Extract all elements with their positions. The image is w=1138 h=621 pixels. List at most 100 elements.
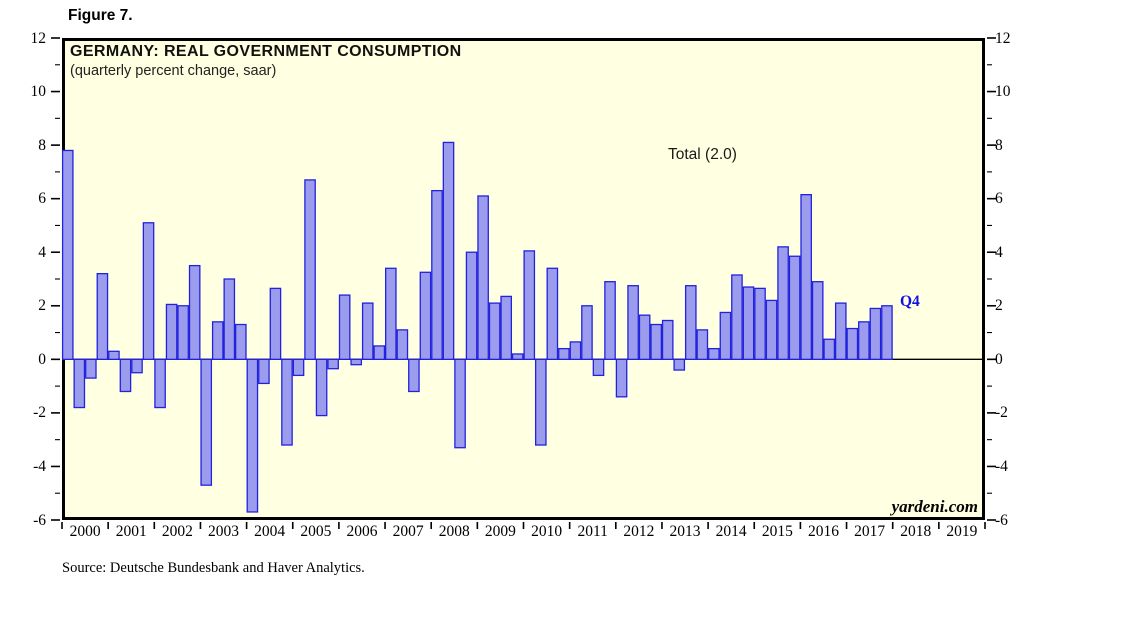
latest-quarter-label: Q4 — [900, 293, 920, 310]
yardeni-watermark: yardeni.com — [891, 497, 978, 516]
bar-2000-q42 — [546, 267, 559, 360]
bar-2000-q60 — [754, 287, 766, 360]
bar-2000-q25 — [350, 358, 363, 366]
bar-2000-q35 — [465, 251, 478, 360]
bar-2000-q30 — [408, 358, 420, 393]
bar-2000-q27 — [373, 345, 386, 360]
x-axis-year-label: 2000 — [69, 523, 101, 540]
bar-2000-q0 — [61, 149, 74, 360]
bar-2000-q40 — [523, 250, 536, 360]
y-axis-label-right: -2 — [995, 404, 1008, 422]
bar-2000-q36 — [477, 195, 489, 360]
bar-2000-q1 — [73, 358, 86, 409]
bar-2000-q4 — [108, 350, 120, 360]
bar-2000-q32 — [431, 189, 443, 360]
bar-2000-q52 — [661, 319, 674, 360]
y-axis-label-right: 10 — [995, 83, 1011, 101]
bar-2000-q29 — [396, 329, 409, 360]
bar-2000-q34 — [454, 358, 466, 449]
bar-2000-q6 — [131, 358, 143, 374]
bar-2000-q54 — [684, 285, 697, 360]
bar-2000-q67 — [834, 302, 847, 360]
y-axis-label-left: 10 — [30, 83, 47, 101]
bar-2000-q53 — [673, 358, 686, 371]
bar-2000-q69 — [858, 321, 870, 360]
bar-2000-q8 — [154, 358, 166, 409]
bar-2000-q38 — [500, 295, 513, 360]
total-annotation: Total (2.0) — [668, 146, 737, 163]
bar-2000-q41 — [534, 358, 547, 446]
bar-2000-q66 — [823, 338, 836, 360]
bar-2000-q14 — [223, 278, 236, 360]
bar-2000-q63 — [788, 255, 801, 360]
bar-2000-q7 — [142, 222, 155, 360]
bar-2000-q59 — [742, 286, 755, 360]
bar-2000-q49 — [627, 285, 639, 360]
x-axis-year-label: 2016 — [807, 523, 839, 540]
x-axis-year-label: 2004 — [254, 523, 286, 540]
y-axis-label-left: -4 — [33, 457, 46, 475]
x-axis-year-label: 2001 — [115, 523, 147, 540]
x-axis-year-label: 2009 — [484, 523, 516, 540]
x-axis-year-label: 2008 — [438, 523, 470, 540]
y-axis-label-left: 6 — [38, 190, 46, 208]
bar-2000-q5 — [119, 358, 132, 393]
y-axis-label-right: -6 — [995, 511, 1008, 529]
x-axis-year-label: 2017 — [854, 523, 886, 540]
x-axis-year-label: 2015 — [761, 523, 793, 540]
x-axis-year-label: 2003 — [208, 523, 239, 540]
bar-2000-q10 — [177, 305, 189, 360]
chart-title: GERMANY: REAL GOVERNMENT CONSUMPTION — [70, 43, 462, 60]
bar-2000-q18 — [269, 287, 282, 360]
x-axis-year-label: 2005 — [300, 523, 332, 540]
x-axis-year-label: 2007 — [392, 523, 424, 540]
bar-2000-q68 — [846, 327, 859, 360]
bar-2000-q16 — [246, 358, 259, 513]
y-axis-label-left: -2 — [33, 404, 46, 422]
x-axis-year-label: 2019 — [946, 523, 978, 540]
bar-2000-q23 — [327, 358, 339, 370]
bar-2000-q71 — [881, 305, 893, 360]
bar-2000-q11 — [188, 264, 201, 360]
bar-2000-q17 — [258, 358, 270, 385]
bar-2000-q47 — [604, 281, 616, 360]
bar-2000-q58 — [731, 274, 743, 360]
bar-2000-q48 — [615, 358, 628, 398]
y-axis-label-right: -4 — [995, 457, 1008, 475]
bar-2000-q15 — [235, 323, 247, 360]
y-axis-label-left: 0 — [38, 350, 46, 368]
x-axis-year-label: 2006 — [346, 523, 378, 540]
bar-2000-q21 — [304, 179, 316, 360]
chart-subtitle: (quarterly percent change, saar) — [70, 63, 277, 79]
bar-2000-q57 — [719, 311, 732, 360]
bar-2000-q39 — [511, 353, 524, 360]
bar-2000-q50 — [638, 314, 651, 360]
bar-2000-q62 — [777, 246, 789, 360]
figure-number-label: Figure 7. — [68, 7, 133, 24]
bar-2000-q45 — [581, 305, 593, 360]
x-axis-year-label: 2002 — [161, 523, 193, 540]
y-axis-label-left: 4 — [38, 243, 46, 261]
bar-2000-q65 — [811, 281, 824, 360]
bar-2000-q51 — [650, 323, 663, 360]
bar-2000-q3 — [96, 272, 109, 360]
bar-2000-q44 — [569, 341, 582, 360]
x-axis-year-label: 2018 — [900, 523, 932, 540]
bar-2000-q2 — [85, 358, 97, 379]
bar-2000-q28 — [384, 267, 397, 360]
source-note: Source: Deutsche Bundesbank and Haver An… — [62, 560, 365, 576]
bar-2000-q46 — [592, 358, 605, 377]
bar-2000-q9 — [165, 303, 178, 360]
bar-2000-q43 — [558, 347, 570, 360]
x-axis-year-label: 2014 — [715, 523, 747, 540]
bar-2000-q20 — [292, 358, 305, 377]
x-axis-year-label: 2012 — [623, 523, 655, 540]
bar-2000-q64 — [800, 193, 812, 360]
bar-2000-q26 — [361, 302, 374, 360]
y-axis-label-right: 4 — [995, 243, 1003, 261]
bar-2000-q55 — [696, 329, 709, 360]
bar-2000-q37 — [488, 302, 501, 360]
bar-2000-q13 — [211, 321, 224, 360]
